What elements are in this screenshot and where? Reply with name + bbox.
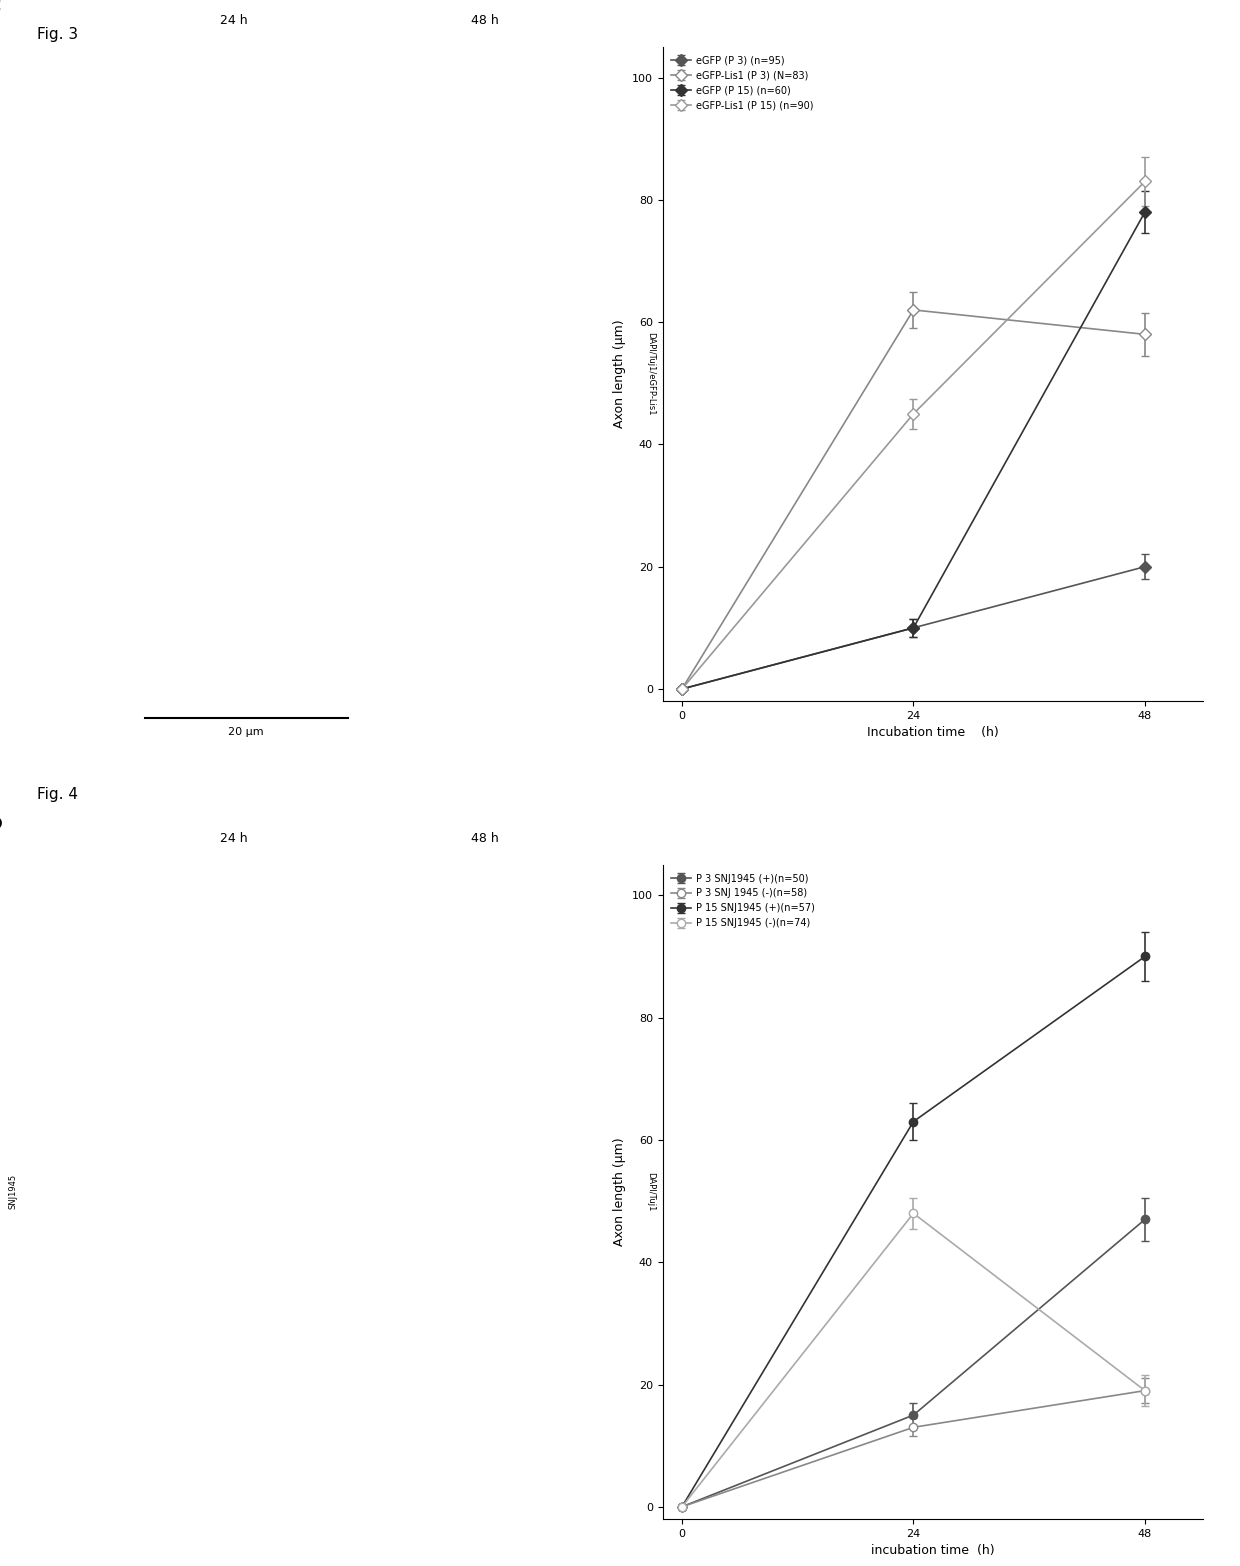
Text: P 3: P 3 bbox=[38, 1019, 48, 1037]
Text: eGFP-
Lis1: eGFP- Lis1 bbox=[67, 609, 92, 630]
Ellipse shape bbox=[223, 1386, 315, 1397]
Ellipse shape bbox=[403, 648, 502, 662]
Text: Fig. 3: Fig. 3 bbox=[37, 27, 78, 42]
Ellipse shape bbox=[417, 453, 490, 465]
Text: h: h bbox=[115, 1362, 122, 1372]
Text: 24 h: 24 h bbox=[221, 832, 248, 846]
Text: f: f bbox=[115, 1035, 118, 1045]
Ellipse shape bbox=[207, 1275, 335, 1301]
Ellipse shape bbox=[417, 1270, 490, 1284]
Text: (+): (+) bbox=[72, 1106, 86, 1115]
Text: DAPI/Tuj1/eGFP-Lis1: DAPI/Tuj1/eGFP-Lis1 bbox=[646, 332, 655, 417]
Legend: P 3 SNJ1945 (+)(n=50), P 3 SNJ 1945 (-)(n=58), P 15 SNJ1945 (+)(n=57), P 15 SNJ1: P 3 SNJ1945 (+)(n=50), P 3 SNJ 1945 (-)(… bbox=[667, 869, 818, 932]
Text: SNJ1945: SNJ1945 bbox=[9, 1174, 17, 1209]
Text: P15: P15 bbox=[38, 528, 48, 548]
Text: eGFP: eGFP bbox=[68, 124, 89, 133]
Text: 20 μm: 20 μm bbox=[228, 727, 264, 738]
Text: e: e bbox=[115, 871, 120, 882]
Text: eGFP-
Lis1: eGFP- Lis1 bbox=[67, 282, 92, 302]
Ellipse shape bbox=[420, 1096, 496, 1113]
Text: Fig. 4: Fig. 4 bbox=[37, 786, 78, 802]
Text: e: e bbox=[115, 53, 120, 64]
Legend: eGFP (P 3) (n=95), eGFP-Lis1 (P 3) (N=83), eGFP (P 15) (n=60), eGFP-Lis1 (P 15) : eGFP (P 3) (n=95), eGFP-Lis1 (P 3) (N=83… bbox=[667, 52, 817, 114]
Text: f: f bbox=[115, 218, 118, 227]
Text: P15: P15 bbox=[38, 1345, 48, 1366]
Text: D: D bbox=[0, 817, 2, 832]
Text: g: g bbox=[115, 381, 122, 390]
Ellipse shape bbox=[506, 97, 624, 108]
X-axis label: incubation time  (h): incubation time (h) bbox=[870, 1544, 994, 1557]
Ellipse shape bbox=[161, 243, 270, 258]
Text: 24 h: 24 h bbox=[221, 14, 248, 27]
Text: h: h bbox=[115, 545, 122, 554]
Text: P 3: P 3 bbox=[38, 202, 48, 219]
Ellipse shape bbox=[213, 119, 334, 150]
Ellipse shape bbox=[213, 936, 334, 968]
Text: (-): (-) bbox=[74, 1268, 84, 1278]
Y-axis label: Axon length (μm): Axon length (μm) bbox=[614, 1137, 626, 1247]
Text: 48 h: 48 h bbox=[471, 14, 498, 27]
Ellipse shape bbox=[403, 1466, 502, 1481]
Ellipse shape bbox=[223, 567, 315, 579]
Ellipse shape bbox=[207, 457, 335, 482]
Text: (-): (-) bbox=[74, 943, 84, 951]
Ellipse shape bbox=[420, 279, 496, 294]
Ellipse shape bbox=[506, 916, 624, 927]
X-axis label: Incubation time    (h): Incubation time (h) bbox=[867, 727, 998, 739]
Text: DAPI/Tuj1: DAPI/Tuj1 bbox=[646, 1173, 655, 1212]
Text: g: g bbox=[115, 1198, 122, 1209]
Text: (+): (+) bbox=[72, 1433, 86, 1442]
Text: 48 h: 48 h bbox=[471, 832, 498, 846]
Ellipse shape bbox=[161, 1060, 270, 1076]
Text: eGFP: eGFP bbox=[68, 451, 89, 460]
Y-axis label: Axon length (μm): Axon length (μm) bbox=[614, 319, 626, 429]
